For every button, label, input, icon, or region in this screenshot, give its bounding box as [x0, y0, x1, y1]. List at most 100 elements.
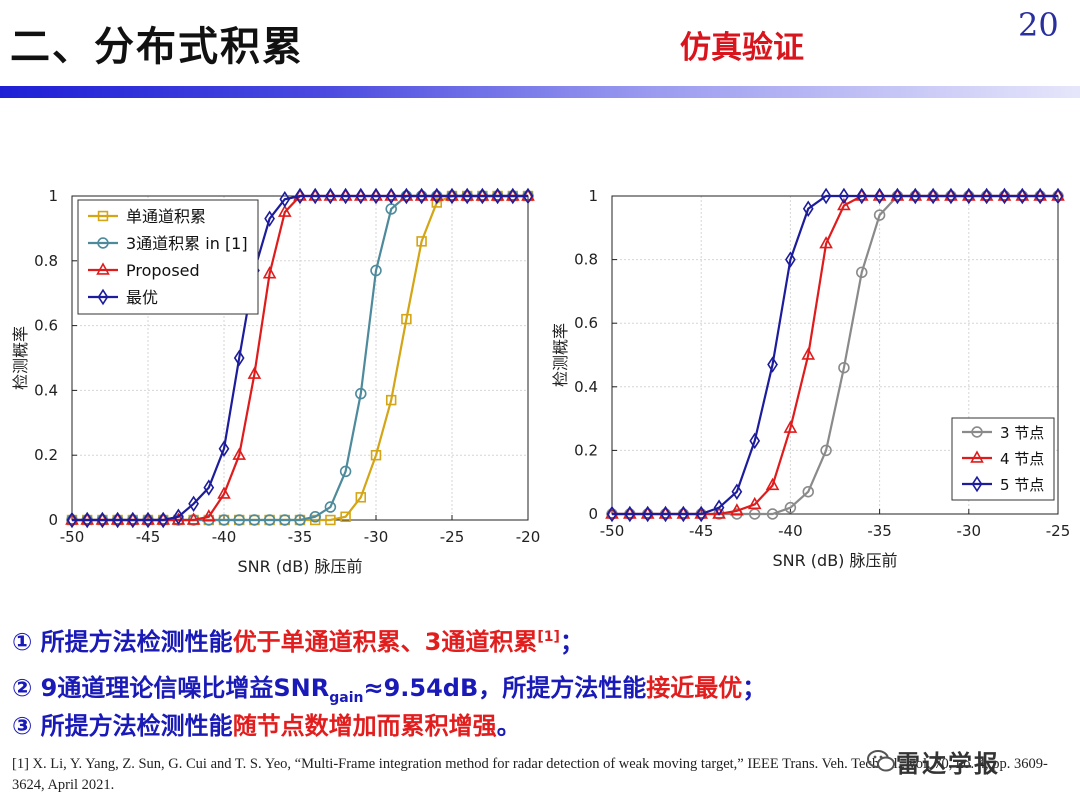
chart1-series-2-point-25 [1052, 187, 1064, 205]
chart1-series-2-line [612, 194, 1058, 516]
chart0-ytick-label-2: 0.4 [34, 381, 58, 399]
chart1-series-1-point-8 [747, 496, 762, 510]
bullet-1-text: 所提方法检测性能 [32, 628, 233, 656]
chart0-legend-label-0: 单通道积累 [126, 207, 206, 226]
chart1-ytick-label-3: 0.6 [574, 314, 598, 332]
bullet-1-ref: [1] [537, 629, 560, 645]
chart0-xtick-label-0: -50 [60, 528, 85, 546]
chart0-series-0-point-17 [325, 514, 336, 526]
chart1-series-2-point-18 [927, 187, 939, 205]
chart1-ytick-label-5: 1 [588, 187, 598, 205]
chart1-xtick-label-3: -35 [867, 522, 892, 540]
chart0-legend-label-1: 3通道积累 in [1] [126, 234, 248, 253]
chart0-series-2-point-14 [277, 204, 292, 217]
chart1-legend-marker-0 [971, 426, 983, 438]
chart1-xtick-label-1: -45 [689, 522, 714, 540]
chart0-ytick-label-3: 0.6 [34, 317, 58, 335]
chart0-series-3-point-23 [416, 187, 427, 205]
chart0-legend-marker-0 [97, 210, 109, 222]
chart-right: -50 -45 -40 -35 -30 -25 0 0.2 0.4 0.6 0.8 1 SNR (dB)… [551, 187, 1071, 570]
bullet-1-highlight: 优于单通道积累、3通道积累 [232, 628, 538, 656]
chart0-ytick-label-5: 1 [48, 187, 58, 205]
chart0-series-3-point-25 [446, 187, 458, 205]
chart0-series-3-point-14 [279, 191, 291, 208]
chart0-ytick-label-4: 0.8 [34, 252, 58, 270]
chart0-series-0-point-22 [401, 313, 412, 325]
header-gradient-bar [0, 86, 1080, 98]
chart1-xtick-label-2: -40 [778, 522, 803, 540]
reference-citation: [1] X. Li, Y. Yang, Z. Sun, G. Cui and T… [12, 756, 1048, 793]
chart1-series-2-point-12 [820, 187, 832, 205]
chart1-series-2-point-13 [838, 187, 850, 205]
chart0-series-3-point-10 [218, 440, 230, 457]
chart0-series-3-point-3 [112, 511, 123, 529]
chart0-legend-marker-1 [97, 237, 109, 249]
chart1-series-2-point-6 [713, 499, 725, 516]
wechat-icon [867, 750, 895, 772]
chart0-series-1-point-17 [324, 501, 337, 513]
chart1-series-1-point-7 [730, 503, 744, 516]
chart1-ytick-label-2: 0.4 [574, 378, 598, 396]
bullet-3-highlight: 随节点数增加而累积增强 [232, 712, 497, 740]
chart0-series-1-point-14 [279, 514, 291, 526]
chart0-series-3-point-2 [97, 511, 108, 529]
bullet-3: ③ 所提方法检测性能随节点数增加而累积增强。 [12, 706, 521, 741]
chart1-series-2-point-17 [909, 187, 921, 205]
chart0-xlabel: SNR (dB) 脉压前 [237, 557, 362, 576]
chart0-series-3-point-20 [370, 187, 382, 205]
chart1-series-2-point-21 [981, 187, 993, 205]
chart1-ytick-label-0: 0 [588, 505, 598, 523]
chart0-series-3-point-19 [355, 187, 367, 205]
chart1-series-2-point-20 [963, 187, 975, 205]
chart0-series-2-point-9 [201, 509, 216, 522]
chart1-series-2-point-22 [999, 187, 1010, 205]
chart0-series-3-point-6 [157, 511, 169, 529]
chart0-series-3-line [72, 194, 528, 522]
chart1-series-1-point-9 [765, 477, 780, 491]
bullet-2-highlight: 接近最优 [646, 674, 743, 702]
chart0-series-2-point-12 [247, 366, 262, 379]
chart0-series-0-point-20 [370, 449, 382, 461]
chart1-xtick-label-5: -25 [1046, 522, 1071, 540]
chart0-series-3-point-15 [294, 187, 306, 205]
chart0-series-3-point-30 [522, 187, 534, 205]
watermark-text: 雷达学报 [896, 750, 1000, 778]
chart0-series-3-point-21 [385, 187, 397, 205]
chart1-xlabel: SNR (dB) 脉压前 [772, 551, 897, 570]
chart0-series-1-point-20 [370, 264, 382, 277]
chart0-series-0-point-21 [385, 394, 397, 406]
chart0-xtick-label-4: -30 [364, 528, 389, 546]
chart1-legend-marker-2 [971, 475, 983, 493]
chart1-ylabel: 检测概率 [551, 323, 570, 387]
chart1-series-2-point-14 [856, 187, 868, 205]
chart0-xtick-label-5: -25 [440, 528, 465, 546]
bullet-2-text-b: ≈9.54dB，所提方法性能 [363, 674, 647, 702]
chart1-legend-marker-1 [970, 450, 984, 463]
chart1-series-2-point-11 [802, 200, 814, 217]
chart1-series-1-point-11 [801, 347, 816, 360]
chart1-series-2-point-10 [785, 251, 796, 268]
chart0-series-3-point-1 [81, 511, 93, 529]
chart0-series-0-point-18 [340, 511, 351, 522]
bullet-2-tail: ； [742, 674, 767, 702]
chart0-series-1-point-19 [355, 387, 367, 400]
page-number: 20 [1018, 6, 1059, 44]
chart0-series-1-point-13 [263, 514, 276, 526]
chart1-series-1-point-6 [712, 506, 726, 519]
chart1-legend-label-2: 5 节点 [1000, 476, 1044, 494]
bullet-3-num: ③ [12, 712, 33, 740]
bullet-2-sub: gain [329, 689, 364, 706]
chart-left: -50 -45 -40 -35 -30 -25 -20 0 0.2 0.4 0.6 0.8 1 SNR (… [11, 187, 540, 576]
chart1-series-2-point-2 [642, 505, 654, 523]
chart1-ytick-label-4: 0.8 [574, 251, 598, 269]
bullet-3-text: 所提方法检测性能 [32, 712, 233, 740]
chart1-series-0-point-14 [856, 266, 868, 279]
chart1-legend-label-0: 3 节点 [1000, 424, 1044, 442]
chart1-legend-label-1: 4 节点 [1000, 450, 1044, 468]
chart0-legend-marker-2 [96, 262, 110, 275]
chart0-xtick-label-2: -40 [212, 528, 237, 546]
chart1-series-2 [606, 187, 1064, 523]
slide-subtitle: 仿真验证 [680, 30, 804, 66]
chart1-series-0-point-11 [802, 485, 814, 498]
chart1-series-0-point-12 [820, 444, 832, 457]
